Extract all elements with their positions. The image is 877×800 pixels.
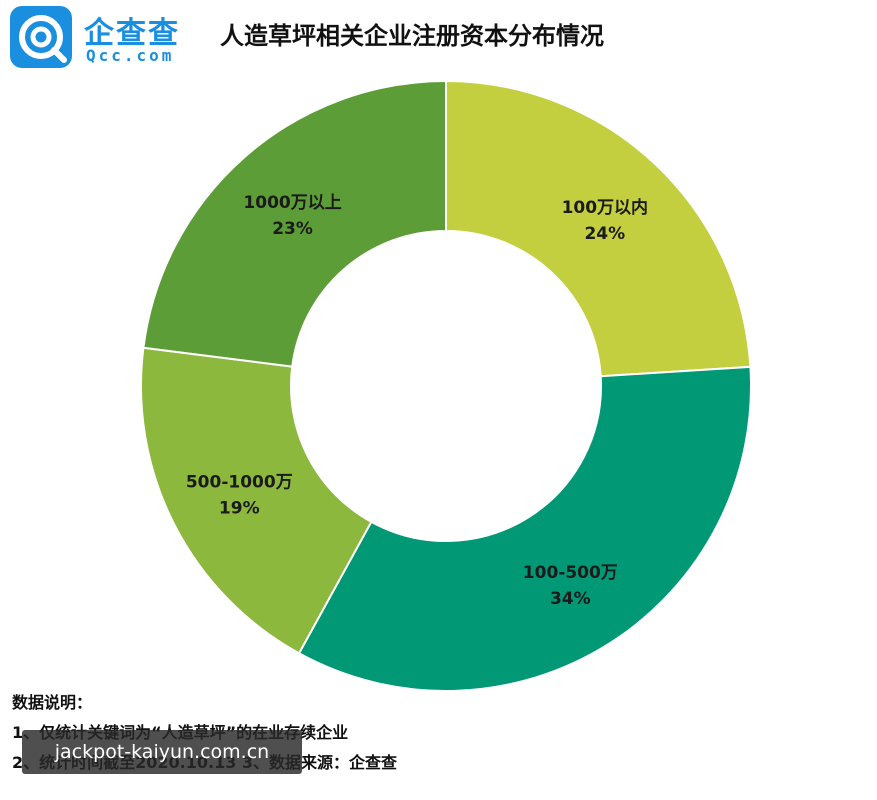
notes-heading: 数据说明： (12, 693, 93, 712)
slice-value-1: 34% (550, 589, 591, 609)
donut-slice-2 (140, 346, 373, 655)
slice-label-0: 100万以内 (562, 197, 649, 218)
donut-slice-1 (297, 365, 752, 692)
watermark: jackpot-kaiyun.com.cn (22, 730, 302, 774)
slice-label-1: 100-500万 (523, 563, 618, 583)
logo-subtext: Qcc.com (86, 46, 175, 65)
chart-title: 人造草坪相关企业注册资本分布情况 (220, 22, 604, 50)
logo-text: 企查查 (84, 16, 180, 51)
slice-label-3: 1000万以上 (243, 193, 341, 213)
donut-slice-3 (142, 79, 447, 368)
slice-value-0: 24% (584, 224, 625, 244)
slice-label-2: 500-1000万 (186, 472, 293, 492)
qcc-logo-icon (10, 6, 72, 68)
slice-value-2: 19% (219, 498, 260, 518)
donut-chart: 100万以内 24% 100-500万 34% 500-1000万 19% 1000万以上 2… (140, 79, 752, 692)
header: 企查查 Qcc.com 人造草坪相关企业注册资本分布情况 (10, 6, 870, 70)
slice-value-3: 23% (272, 219, 313, 239)
donut-slice-0 (445, 79, 752, 378)
